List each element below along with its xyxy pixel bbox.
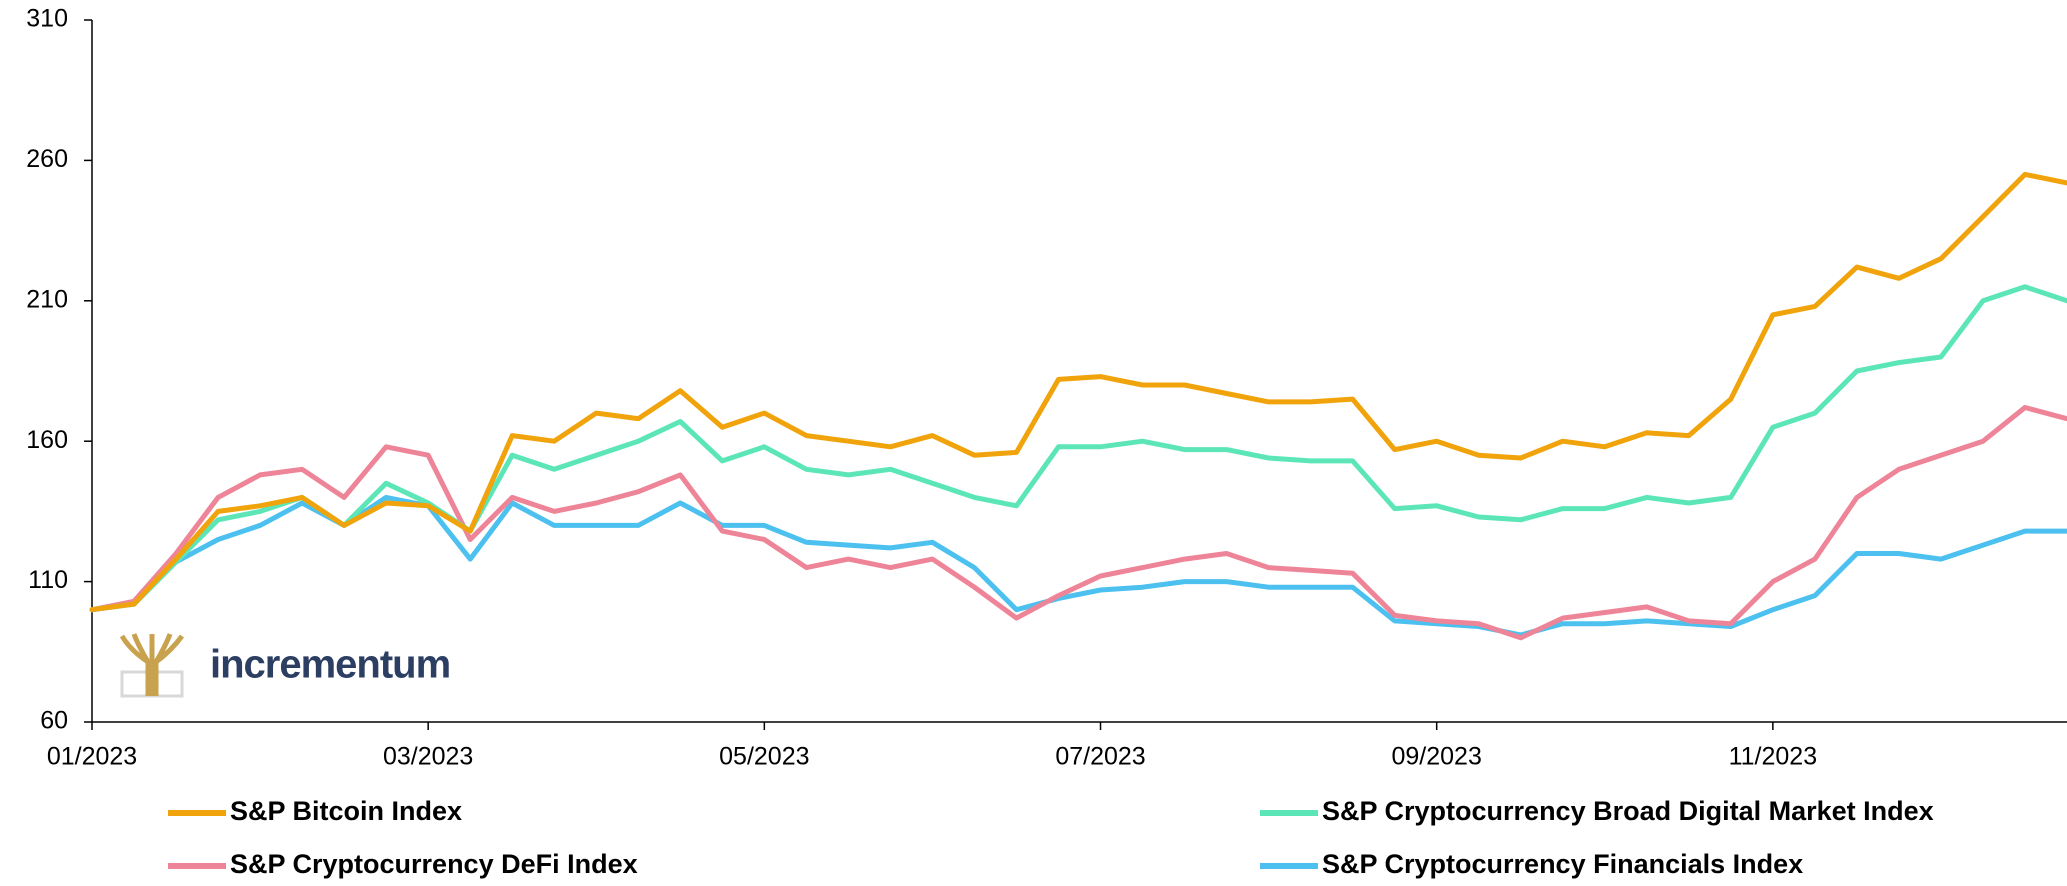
series-line [89,284,2067,613]
x-tick-label: 09/2023 [1391,743,1481,771]
y-tick-label: 160 [26,426,68,454]
x-tick-label: 03/2023 [383,743,473,771]
logo-tree [119,633,185,696]
series-line [89,171,2067,613]
x-tick-label: 05/2023 [719,743,809,771]
logo: incrementum [119,633,451,698]
series-line [89,494,2067,638]
legend-label: S&P Cryptocurrency DeFi Index [230,849,638,879]
x-tick-label: 11/2023 [1729,743,1818,771]
y-tick-label: 60 [40,707,68,735]
legend-label: S&P Cryptocurrency Financials Index [1322,849,1803,879]
y-tick-label: 260 [26,145,68,173]
x-tick-label: 07/2023 [1055,743,1145,771]
logo-text: incrementum [210,643,450,687]
series-line [89,405,2067,641]
legend-label: S&P Cryptocurrency Broad Digital Market … [1322,796,1934,826]
legend-label: S&P Bitcoin Index [230,796,462,826]
x-tick-label: 01/2023 [47,743,137,771]
y-tick-label: 210 [26,285,68,313]
y-tick-label: 310 [26,5,68,33]
y-tick-label: 110 [28,566,68,594]
